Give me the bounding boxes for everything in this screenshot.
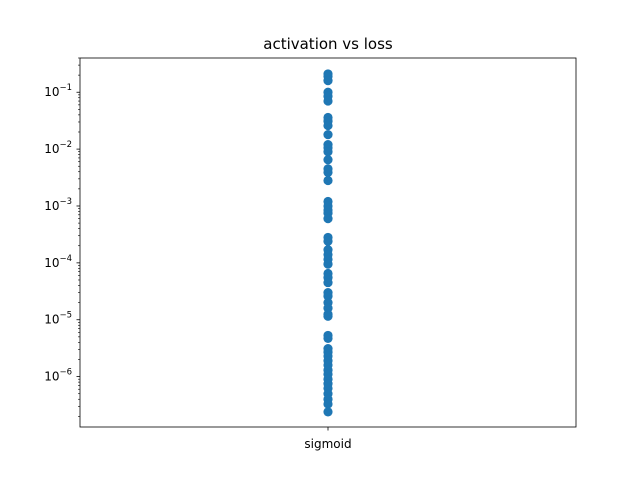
chart-title: activation vs loss [263,35,393,53]
data-series [323,69,333,417]
data-point [323,76,333,86]
data-point [323,277,333,288]
y-tick-label: 10−6 [44,368,72,384]
data-point [323,147,333,157]
data-point [323,175,333,186]
data-point [323,155,333,165]
data-point [323,407,333,417]
data-point [323,120,333,131]
data-point [323,311,333,321]
y-axis: 10−6 10−5 10−4 10−3 10−2 10−1 [44,57,80,417]
y-tick-label: 10−1 [44,83,72,99]
y-tick-label: 10−5 [44,311,72,327]
data-point [323,333,333,343]
data-point [323,399,333,409]
y-tick-label: 10−4 [44,254,72,270]
data-point [323,236,333,246]
data-point [323,291,333,301]
data-point [323,96,333,106]
data-point [323,214,333,224]
y-tick-label: 10−2 [44,140,72,156]
y-tick-label: 10−3 [44,197,72,213]
x-tick-label: sigmoid [304,437,351,451]
plot-area-frame [79,57,577,428]
data-point [323,129,333,140]
data-point [323,259,333,269]
data-point [323,167,333,177]
x-axis: sigmoid [304,427,352,451]
